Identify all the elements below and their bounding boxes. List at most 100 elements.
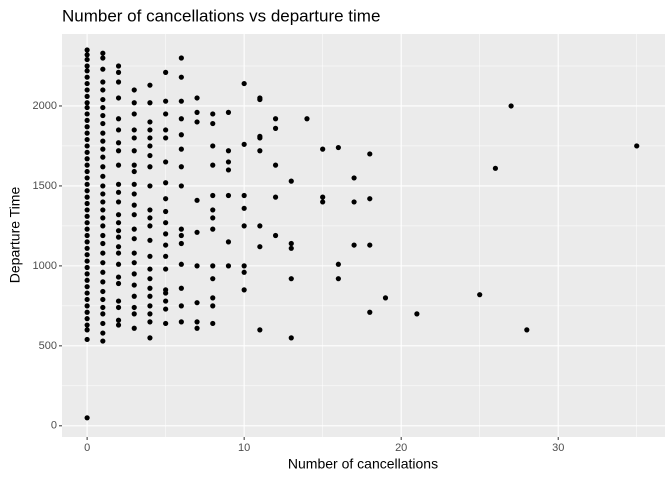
- point: [257, 96, 263, 103]
- point: [492, 165, 499, 171]
- point: [115, 298, 122, 304]
- point: [115, 280, 122, 287]
- point: [100, 104, 106, 111]
- point: [115, 212, 122, 218]
- point: [210, 207, 216, 213]
- point: [100, 279, 106, 285]
- point: [100, 112, 106, 119]
- point: [335, 276, 341, 282]
- point: [84, 290, 90, 296]
- point: [147, 266, 153, 272]
- point: [194, 109, 200, 115]
- point: [131, 226, 137, 232]
- point: [131, 148, 137, 154]
- point: [225, 167, 232, 173]
- point: [100, 164, 106, 170]
- point: [225, 263, 232, 269]
- point: [115, 274, 122, 280]
- point: [351, 242, 357, 248]
- point: [84, 143, 90, 149]
- point: [84, 47, 90, 53]
- point: [147, 207, 153, 213]
- point: [634, 143, 640, 149]
- point: [100, 173, 106, 179]
- point: [84, 220, 90, 226]
- point: [100, 304, 106, 311]
- point: [194, 300, 200, 306]
- point: [178, 183, 184, 189]
- point: [147, 303, 153, 309]
- point: [84, 87, 90, 93]
- point: [210, 162, 216, 168]
- point: [100, 146, 106, 152]
- point: [288, 335, 294, 341]
- point: [241, 269, 247, 275]
- point: [241, 223, 247, 229]
- point: [524, 327, 530, 333]
- point: [131, 162, 137, 168]
- point: [210, 192, 216, 199]
- point: [178, 232, 184, 239]
- point: [210, 226, 216, 232]
- point: [382, 295, 389, 301]
- point: [257, 135, 263, 141]
- point: [163, 253, 169, 259]
- point: [131, 236, 137, 242]
- point: [115, 261, 122, 267]
- point: [100, 66, 106, 72]
- point: [84, 56, 90, 63]
- point: [257, 148, 263, 154]
- point: [84, 181, 90, 187]
- point: [178, 303, 184, 309]
- point: [147, 100, 153, 106]
- point: [272, 194, 279, 200]
- point: [225, 148, 232, 154]
- point: [100, 138, 106, 144]
- point: [241, 80, 247, 87]
- point: [194, 95, 200, 101]
- point: [100, 240, 106, 247]
- point: [84, 156, 90, 162]
- point: [131, 100, 137, 106]
- point: [115, 199, 122, 205]
- point: [100, 120, 106, 127]
- point: [100, 330, 106, 336]
- point: [508, 103, 514, 109]
- point: [147, 135, 153, 141]
- point: [84, 130, 90, 136]
- point: [84, 277, 90, 283]
- point: [163, 231, 169, 237]
- point: [100, 269, 106, 275]
- point: [178, 319, 184, 325]
- y-axis-label: Departure Time: [7, 187, 23, 284]
- point: [194, 263, 200, 269]
- point: [163, 111, 169, 117]
- y-tick-label: 0: [51, 420, 57, 432]
- point: [131, 212, 137, 218]
- point: [178, 226, 184, 232]
- point: [100, 199, 106, 205]
- point: [84, 226, 90, 232]
- point: [194, 319, 200, 325]
- point: [131, 111, 137, 117]
- point: [163, 242, 169, 248]
- point: [84, 117, 90, 123]
- point: [288, 245, 294, 251]
- point: [100, 311, 106, 317]
- point: [84, 213, 90, 219]
- x-axis-label: Number of cancellations: [288, 456, 438, 472]
- point: [84, 162, 90, 168]
- point: [115, 189, 122, 195]
- point: [147, 293, 153, 299]
- point: [272, 116, 279, 122]
- point: [147, 152, 153, 159]
- point: [194, 229, 200, 235]
- point: [288, 178, 294, 184]
- x-tick-label: 30: [552, 442, 564, 454]
- point: [178, 285, 184, 291]
- point: [147, 183, 153, 189]
- x-tick-label: 10: [238, 442, 250, 454]
- point: [100, 260, 106, 266]
- point: [131, 127, 137, 133]
- point: [84, 327, 90, 333]
